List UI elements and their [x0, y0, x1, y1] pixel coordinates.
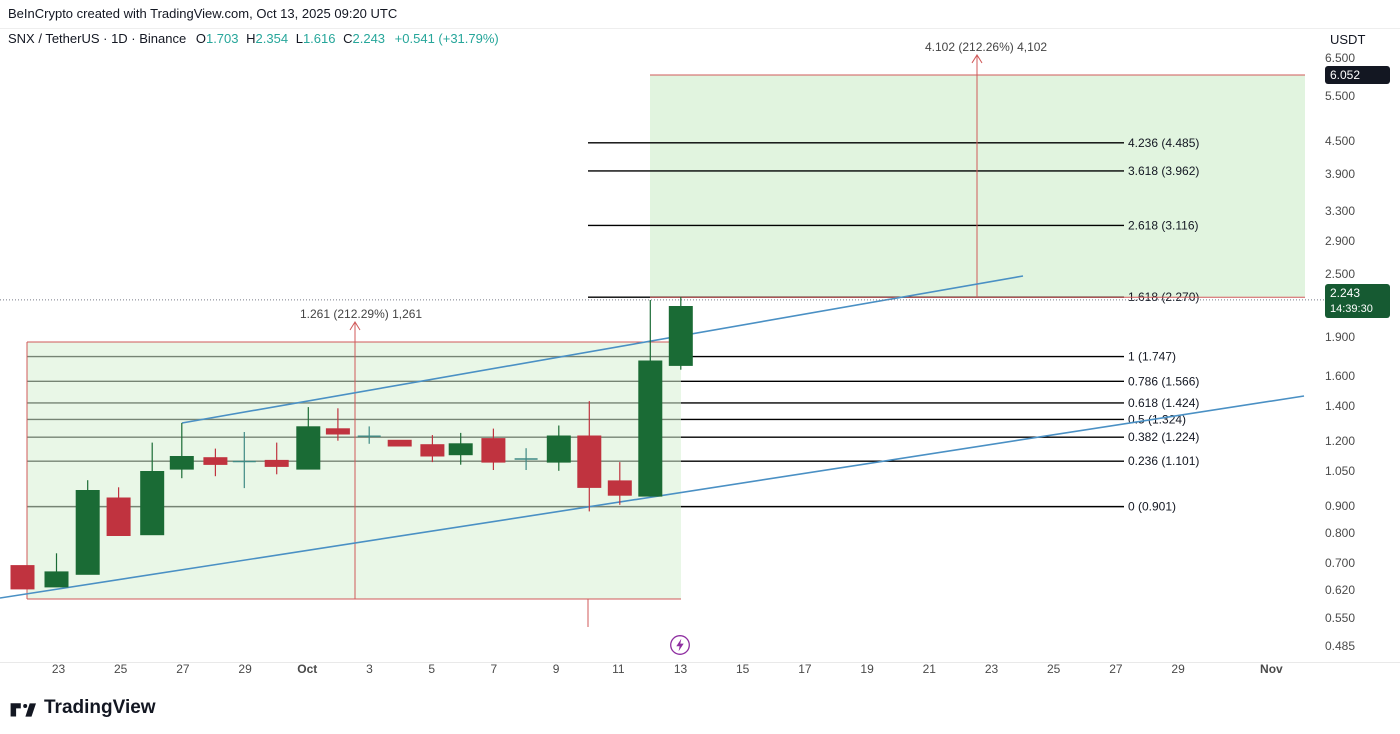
svg-text:0.382 (1.224): 0.382 (1.224) — [1128, 430, 1199, 444]
svg-text:3.618 (3.962): 3.618 (3.962) — [1128, 164, 1199, 178]
svg-text:4.236 (4.485): 4.236 (4.485) — [1128, 136, 1199, 150]
svg-text:1.261 (212.29%) 1,261: 1.261 (212.29%) 1,261 — [300, 307, 422, 321]
svg-text:4.102 (212.26%) 4,102: 4.102 (212.26%) 4,102 — [925, 40, 1047, 54]
svg-text:0 (0.901): 0 (0.901) — [1128, 500, 1176, 514]
svg-text:2.618 (3.116): 2.618 (3.116) — [1128, 218, 1199, 232]
svg-text:0.236 (1.101): 0.236 (1.101) — [1128, 454, 1199, 468]
svg-text:1 (1.747): 1 (1.747) — [1128, 350, 1176, 364]
svg-text:0.618 (1.424): 0.618 (1.424) — [1128, 396, 1199, 410]
svg-text:0.786 (1.566): 0.786 (1.566) — [1128, 374, 1199, 388]
